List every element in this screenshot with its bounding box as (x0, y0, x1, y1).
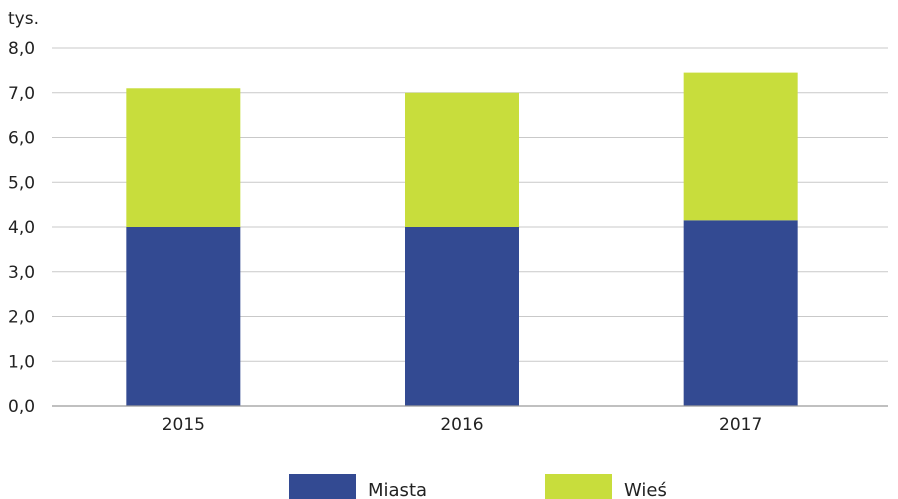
x-tick-label: 2016 (440, 415, 483, 435)
x-tick-label: 2017 (719, 415, 762, 435)
legend-label: Wieś (624, 480, 667, 499)
legend-swatch (545, 474, 612, 499)
y-axis-unit-label: tys. (8, 9, 39, 29)
x-tick-label: 2015 (162, 415, 205, 435)
y-tick-label: 4,0 (8, 218, 35, 238)
bars (126, 72, 798, 406)
y-tick-label: 6,0 (8, 129, 35, 149)
legend-label: Miasta (368, 480, 427, 499)
y-tick-label: 5,0 (8, 173, 35, 193)
legend: Miasta Wieś (289, 474, 667, 499)
y-axis-ticks: 0,0 1,0 2,0 3,0 4,0 5,0 6,0 7,0 8,0 (8, 39, 35, 417)
y-tick-label: 1,0 (8, 352, 35, 372)
y-tick-label: 2,0 (8, 308, 35, 328)
bar-miasta-2017 (683, 220, 798, 406)
x-axis-ticks: 2015 2016 2017 (162, 415, 763, 435)
bar-miasta-2015 (126, 227, 241, 406)
y-tick-label: 7,0 (8, 84, 35, 104)
bar-wie--2015 (126, 88, 241, 228)
bar-wie--2017 (683, 72, 798, 221)
y-tick-label: 8,0 (8, 39, 35, 59)
legend-swatch (289, 474, 356, 499)
bar-wie--2016 (405, 92, 519, 227)
bar-miasta-2016 (405, 227, 519, 406)
y-tick-label: 3,0 (8, 263, 35, 283)
y-tick-label: 0,0 (8, 397, 35, 417)
